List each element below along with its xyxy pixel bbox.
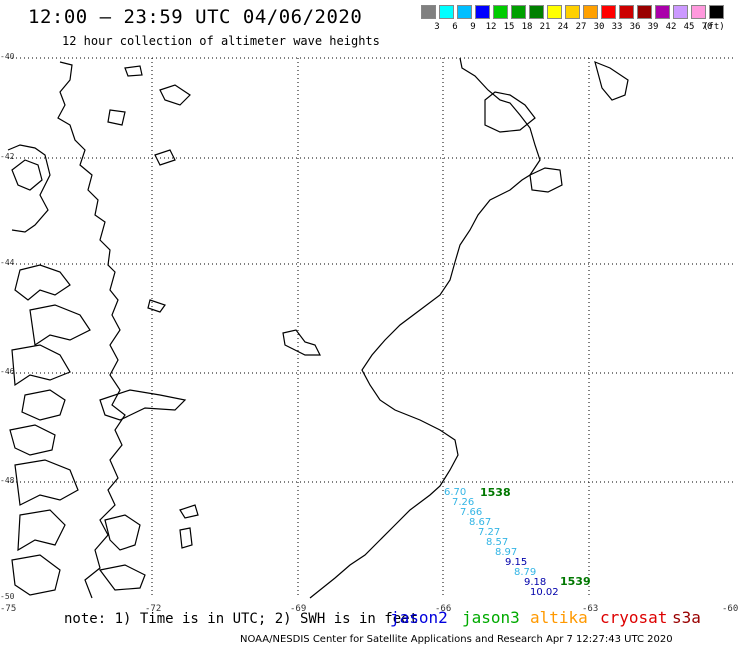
swh-label: 8.97: [495, 547, 518, 558]
colorbar-swatch: [619, 5, 634, 19]
colorbar-label: 21: [539, 22, 551, 32]
lon-label: -69: [290, 604, 307, 614]
sat-jason2: jason2: [390, 608, 448, 627]
sat-s3a: s3a: [672, 608, 701, 627]
colorbar-label: 3: [434, 22, 440, 32]
colorbar-swatch: [493, 5, 508, 19]
colorbar-label: 39: [647, 22, 659, 32]
lat-label: -50: [0, 592, 15, 601]
lon-label: -75: [0, 604, 17, 614]
colorbar-label: 45: [683, 22, 695, 32]
colorbar-label: 9: [470, 22, 476, 32]
colorbar-label: 42: [665, 22, 677, 32]
colorbar-swatch: [547, 5, 562, 19]
graticule: [8, 57, 736, 598]
sat-altika: altika: [530, 608, 588, 627]
lat-label: -42: [0, 152, 15, 161]
colorbar-swatch: [601, 5, 616, 19]
lon-label: -66: [435, 604, 452, 614]
colorbar-swatch: [457, 5, 472, 19]
lat-label: -48: [0, 476, 15, 485]
colorbar-swatch: [637, 5, 652, 19]
lat-label: -40: [0, 52, 15, 61]
colorbar-swatch: [439, 5, 454, 19]
sat-jason3: jason3: [462, 608, 520, 627]
colorbar-label: 33: [611, 22, 623, 32]
colorbar-swatch: [709, 5, 724, 19]
colorbar-swatch: [655, 5, 670, 19]
colorbar-label: 6: [452, 22, 458, 32]
lat-label: -44: [0, 258, 15, 267]
colorbar-label: 18: [521, 22, 533, 32]
colorbar-swatch: [691, 5, 706, 19]
colorbar-swatch: [565, 5, 580, 19]
colorbar-swatch: [421, 5, 436, 19]
colorbar-label: 70: [701, 22, 713, 32]
swh-label: 9.15: [505, 557, 528, 568]
colorbar-swatch: [529, 5, 544, 19]
swh-label: 8.79: [514, 567, 537, 578]
map-subtitle: 12 hour collection of altimeter wave hei…: [62, 34, 380, 48]
map-title: 12:00 — 23:59 UTC 04/06/2020: [28, 6, 363, 28]
colorbar-label: 30: [593, 22, 605, 32]
swh-label: 8.57: [486, 537, 509, 548]
swh-label: 9.18: [524, 577, 547, 588]
swh-label: 8.67: [469, 517, 492, 528]
argentina-coastline: [282, 57, 629, 599]
colorbar-unit: (ft): [703, 22, 725, 32]
lon-label: -60: [722, 604, 739, 614]
colorbar-label: 15: [503, 22, 515, 32]
colorbar-swatch: [475, 5, 490, 19]
swh-label: 10.02: [530, 587, 559, 598]
colorbar-label: 27: [575, 22, 587, 32]
swh-label: 6.70: [444, 487, 467, 498]
colorbar-swatch: [673, 5, 688, 19]
swh-label: 7.26: [452, 497, 475, 508]
time-mark: 1538: [480, 486, 511, 499]
footer-credit: NOAA/NESDIS Center for Satellite Applica…: [240, 634, 673, 645]
colorbar-label: 12: [485, 22, 497, 32]
sat-cryosat: cryosat: [600, 608, 668, 627]
colorbar-swatch: [583, 5, 598, 19]
colorbar-swatch: [511, 5, 526, 19]
time-mark: 1539: [560, 575, 591, 588]
chile-coastline: [7, 61, 199, 599]
lon-label: -63: [582, 604, 599, 614]
colorbar-label: 24: [557, 22, 569, 32]
note-text: note: 1) Time is in UTC; 2) SWH is in fe…: [64, 611, 419, 627]
swh-label: 7.27: [478, 527, 501, 538]
colorbar-label: 36: [629, 22, 641, 32]
swh-label: 7.66: [460, 507, 483, 518]
lat-label: -46: [0, 367, 15, 376]
lon-label: -72: [145, 604, 162, 614]
